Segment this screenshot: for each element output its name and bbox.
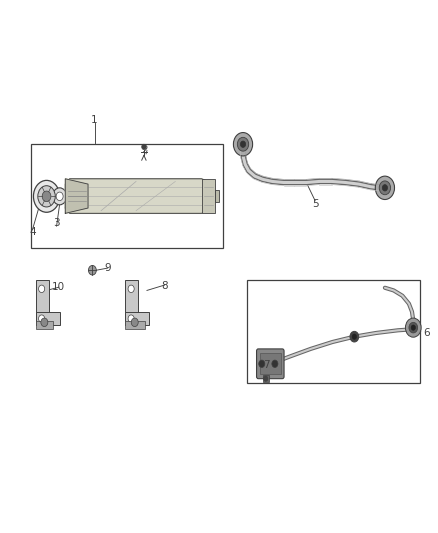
Text: 9: 9 — [104, 263, 111, 273]
Text: 7: 7 — [263, 360, 270, 370]
Circle shape — [33, 180, 60, 212]
Bar — [247, 280, 420, 383]
Bar — [31, 144, 223, 248]
Bar — [260, 353, 281, 374]
Circle shape — [39, 285, 45, 293]
FancyBboxPatch shape — [257, 349, 284, 378]
Bar — [201, 179, 215, 213]
Circle shape — [409, 322, 418, 333]
Text: 10: 10 — [52, 282, 65, 292]
Circle shape — [352, 334, 357, 340]
Bar — [125, 280, 138, 325]
Circle shape — [240, 141, 246, 148]
Circle shape — [259, 360, 265, 368]
Bar — [35, 280, 49, 325]
Circle shape — [42, 191, 51, 201]
Text: 4: 4 — [29, 227, 36, 237]
Circle shape — [350, 332, 359, 342]
Circle shape — [375, 176, 395, 199]
Circle shape — [128, 315, 134, 322]
Circle shape — [56, 192, 63, 200]
Circle shape — [406, 318, 421, 337]
Polygon shape — [65, 179, 88, 213]
Bar — [263, 375, 269, 382]
Polygon shape — [65, 179, 215, 213]
Text: 5: 5 — [312, 199, 318, 209]
Circle shape — [237, 138, 249, 151]
Bar — [125, 321, 145, 329]
Bar — [125, 312, 149, 325]
Circle shape — [233, 133, 253, 156]
Circle shape — [128, 285, 134, 293]
Circle shape — [142, 144, 146, 150]
Bar — [35, 321, 53, 329]
Circle shape — [53, 188, 67, 205]
Text: 1: 1 — [91, 115, 98, 125]
Text: 6: 6 — [423, 328, 430, 338]
Circle shape — [38, 185, 55, 207]
Circle shape — [272, 360, 278, 368]
Circle shape — [39, 315, 45, 322]
Circle shape — [131, 318, 138, 327]
Text: 8: 8 — [161, 281, 168, 291]
Text: 3: 3 — [53, 218, 60, 228]
Circle shape — [411, 325, 416, 330]
Circle shape — [379, 181, 391, 195]
Text: 2: 2 — [141, 144, 148, 155]
Bar — [215, 190, 219, 203]
Bar — [35, 312, 60, 325]
Circle shape — [41, 318, 48, 327]
Circle shape — [264, 376, 268, 381]
Circle shape — [382, 184, 388, 191]
Circle shape — [88, 265, 96, 275]
